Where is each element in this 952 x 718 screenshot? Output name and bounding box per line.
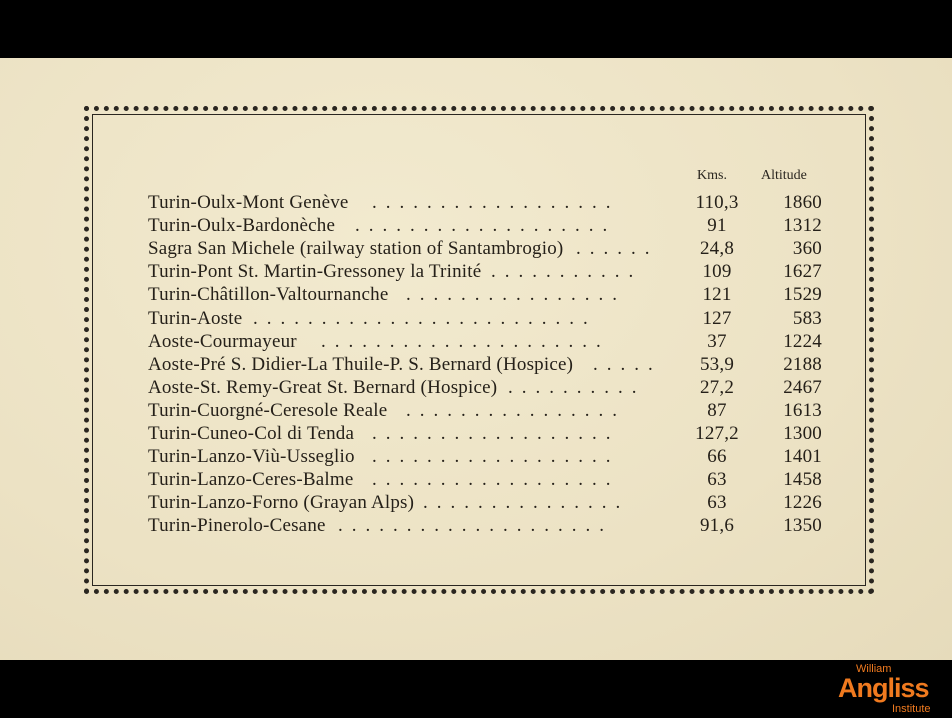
leader-dots: .................. <box>372 192 620 213</box>
leader-dots: ........... <box>491 261 643 283</box>
route-kms: 121 <box>702 284 732 306</box>
route-altitude: 360 <box>792 238 822 260</box>
route-altitude: 583 <box>792 307 822 329</box>
route-kms: 66 <box>707 446 727 468</box>
route-kms: 91,6 <box>699 515 735 537</box>
route-kms: 127 <box>702 307 732 329</box>
route-kms: 37 <box>707 330 727 352</box>
route-name: Turin-Cuorgné-Ceresole Reale <box>148 399 388 421</box>
route-kms: 109 <box>702 261 732 283</box>
table-row: Sagra San Michele (railway station of Sa… <box>148 238 826 260</box>
route-altitude: 1627 <box>783 261 822 283</box>
leader-dots: .................. <box>372 423 620 444</box>
table-row: Turin-Cuorgné-Ceresole Reale............… <box>148 400 826 422</box>
table-row: Aoste-St. Remy-Great St. Bernard (Hospic… <box>148 377 826 399</box>
table-row: Aoste-Courmayeur..................... 37 1… <box>148 331 826 353</box>
route-kms: 63 <box>707 492 727 514</box>
table-row: Turin-Pont St. Martin-Gressoney la Trini… <box>148 261 826 283</box>
header-altitude: Altitude <box>761 168 807 183</box>
leader-dots: .................. <box>372 446 620 468</box>
leader-dots: .................. <box>372 469 620 491</box>
route-name: Turin-Aoste <box>148 307 243 329</box>
route-name: Aoste-St. Remy-Great St. Bernard (Hospic… <box>148 376 498 398</box>
route-altitude: 1401 <box>783 446 822 468</box>
leader-dots: ......................... <box>253 307 597 329</box>
table-row: Turin-Pinerolo-Cesane...................… <box>148 515 826 537</box>
route-name: Turin-Lanzo-Forno (Grayan Alps) <box>148 492 415 514</box>
document-page: Kms. Altitude Turin-Oulx-Mont Genève....… <box>0 58 952 660</box>
route-kms: 110,3 <box>695 192 739 213</box>
table-row: Turin-Aoste......................... 127 5… <box>148 308 826 330</box>
leader-dots: ...... <box>576 238 659 260</box>
route-name: Turin-Châtillon-Valtournanche <box>148 284 389 306</box>
route-altitude: 1860 <box>783 192 822 213</box>
route-altitude: 1300 <box>783 423 822 444</box>
table-row: Turin-Lanzo-Ceres-Balme.................… <box>148 469 826 491</box>
route-altitude: 1224 <box>783 330 822 352</box>
table-row: Turin-Lanzo-Forno (Grayan Alps).........… <box>148 492 826 514</box>
table-row: Turin-Lanzo-Viù-Usseglio................… <box>148 446 826 468</box>
route-name: Turin-Pont St. Martin-Gressoney la Trini… <box>148 261 482 283</box>
leader-dots: ................ <box>406 399 626 421</box>
route-name: Turin-Lanzo-Ceres-Balme <box>148 469 354 491</box>
route-kms: 87 <box>707 399 727 421</box>
route-altitude: 1350 <box>783 515 822 537</box>
route-name: Turin-Oulx-Mont Genève <box>148 192 349 213</box>
route-name: Turin-Lanzo-Viù-Usseglio <box>148 446 355 468</box>
leader-dots: ............... <box>423 492 630 514</box>
route-kms: 63 <box>707 469 727 491</box>
route-kms: 127,2 <box>695 423 739 444</box>
decorative-border <box>84 106 874 594</box>
table-row: Aoste-Pré S. Didier-La Thuile-P. S. Bern… <box>148 354 826 376</box>
route-name: Aoste-Pré S. Didier-La Thuile-P. S. Bern… <box>148 353 574 375</box>
william-angliss-logo: William Angliss Institute <box>836 663 948 717</box>
route-name: Sagra San Michele (railway station of Sa… <box>148 238 564 260</box>
border-inner-line <box>92 114 866 586</box>
logo-line3: Institute <box>892 703 931 715</box>
logo-line1: William <box>856 663 892 675</box>
route-altitude: 1226 <box>783 492 822 514</box>
route-altitude: 2188 <box>783 353 822 375</box>
table-row: Turin-Oulx-Bardonèche...................… <box>148 215 826 237</box>
leader-dots: .................... <box>338 515 613 537</box>
route-altitude: 1458 <box>783 469 822 491</box>
logo-line2: Angliss <box>838 673 930 703</box>
leader-dots: .......... <box>508 376 646 398</box>
route-altitude: 1312 <box>783 215 822 237</box>
route-name: Turin-Cuneo-Col di Tenda <box>148 423 355 444</box>
route-altitude: 1529 <box>783 284 822 306</box>
table-row: Turin-Cuneo-Col di Tenda................… <box>148 423 826 445</box>
leader-dots: ................ <box>406 284 626 306</box>
header-kms: Kms. <box>697 168 727 183</box>
route-kms: 24,8 <box>699 238 735 260</box>
leader-dots: ..................... <box>321 330 610 352</box>
route-name: Turin-Pinerolo-Cesane <box>148 515 326 537</box>
route-name: Aoste-Courmayeur <box>148 330 297 352</box>
route-kms: 53,9 <box>699 353 735 375</box>
route-name: Turin-Oulx-Bardonèche <box>148 215 336 237</box>
route-kms: 27,2 <box>699 376 735 398</box>
route-altitude: 2467 <box>783 376 822 398</box>
route-kms: 91 <box>707 215 727 237</box>
table-row: Turin-Oulx-Mont Genève..................… <box>148 192 826 214</box>
leader-dots: ................... <box>355 215 617 237</box>
table-row: Turin-Châtillon-Valtournanche...........… <box>148 284 826 306</box>
leader-dots: ..... <box>593 353 662 375</box>
route-altitude: 1613 <box>783 399 822 421</box>
